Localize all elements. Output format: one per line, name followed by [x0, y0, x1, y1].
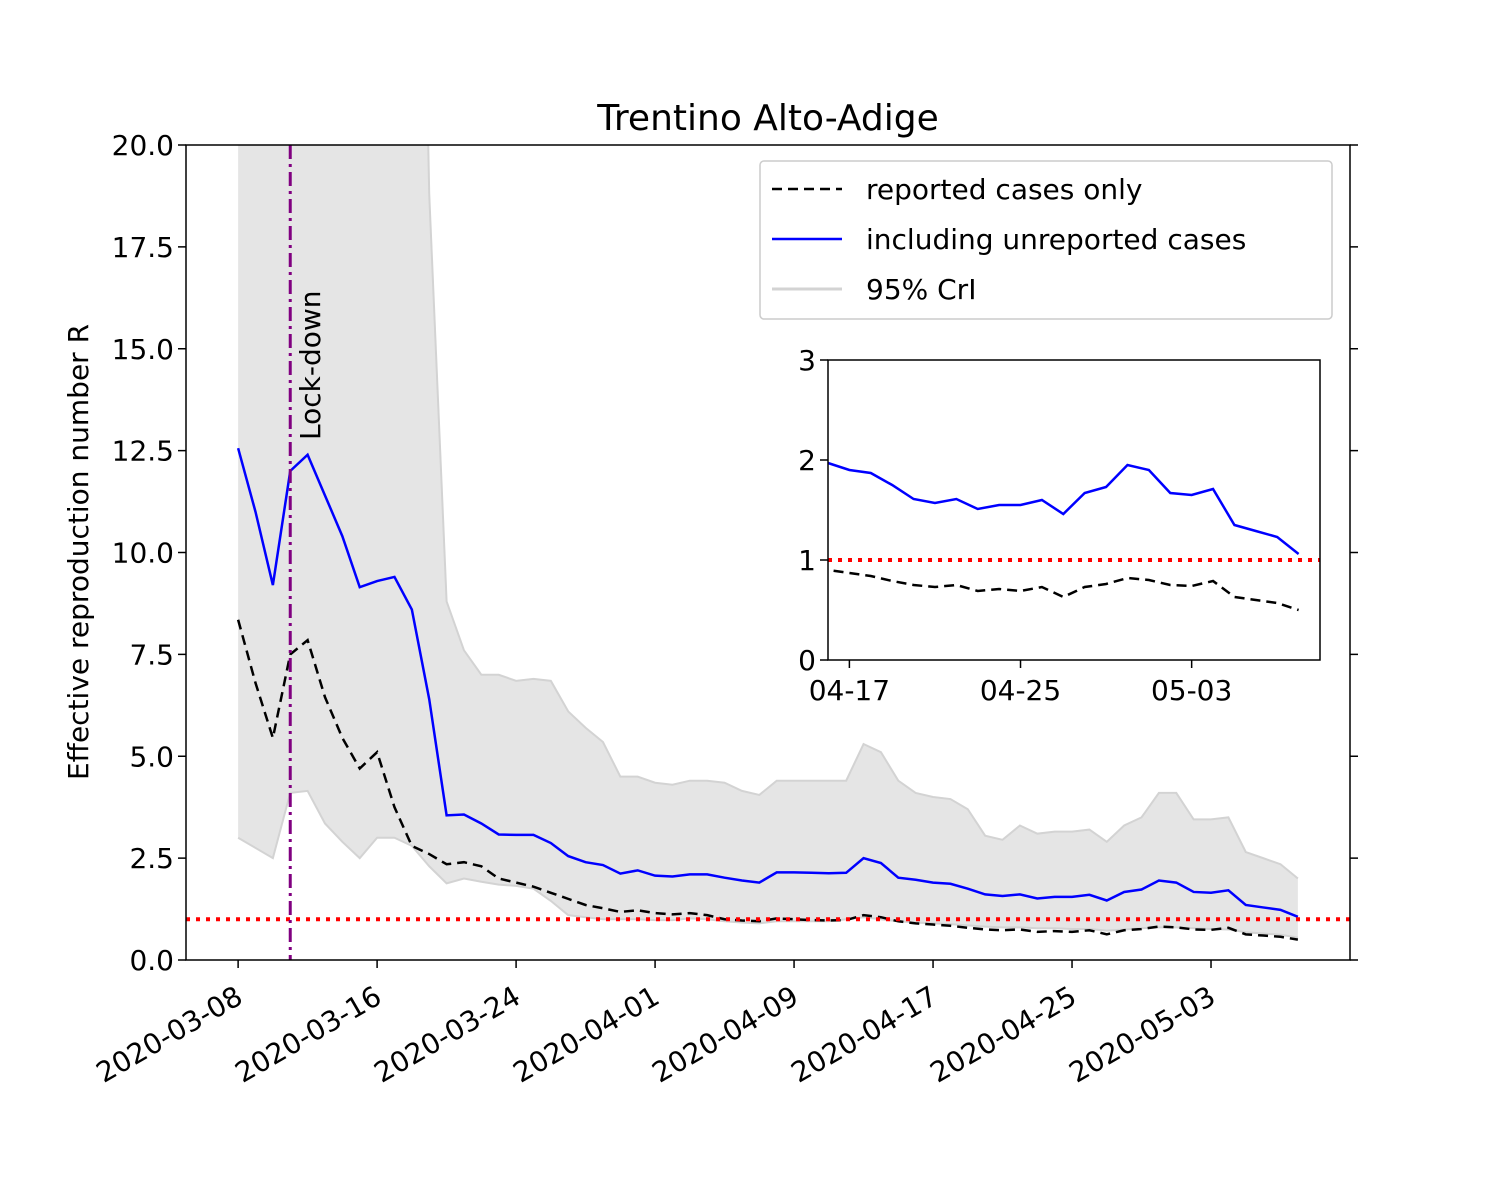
y-tick-label: 17.5 [112, 231, 174, 264]
x-tick-label: 2020-04-25 [924, 979, 1081, 1089]
y-tick-label: 0.0 [129, 944, 174, 977]
inset-x-tick-label: 04-17 [809, 674, 890, 707]
band-upper-edge [427, 145, 1299, 880]
y-tick-label: 5.0 [129, 740, 174, 773]
legend-box [759, 160, 1333, 320]
y-tick-label: 20.0 [112, 129, 174, 162]
axes-frame [827, 359, 1321, 661]
y-tick-label: 15.0 [112, 333, 174, 366]
legend-label: including unreported cases [866, 223, 1246, 256]
inset-y-tick-label: 0 [798, 644, 816, 677]
x-tick-label: 2020-05-03 [1063, 979, 1220, 1089]
inset-y-tick-label: 3 [798, 344, 816, 377]
inset-background [828, 360, 1320, 660]
plot-area [186, 145, 1350, 941]
x-tick-label: 2020-04-17 [786, 979, 943, 1089]
y-tick-label: 12.5 [112, 435, 174, 468]
series-line [828, 461, 1300, 555]
x-tick-label: 2020-04-01 [508, 979, 665, 1089]
y-tick-label: 7.5 [129, 638, 174, 671]
legend: reported cases only including unreported … [759, 160, 1333, 320]
inset-plot [828, 461, 1320, 612]
lockdown-label: Lock-down [294, 290, 327, 440]
x-tick-label: 2020-04-09 [647, 979, 804, 1089]
chart-title: Trentino Alto-Adige [596, 98, 939, 139]
inset-y-tick-label: 2 [798, 444, 816, 477]
legend-label: 95% CrI [866, 273, 976, 306]
band-lower-edge [237, 789, 1299, 939]
y-tick-label: 10.0 [112, 537, 174, 570]
x-tick-label: 2020-03-08 [91, 979, 248, 1089]
x-tick-label: 2020-03-16 [230, 979, 387, 1089]
axes: Lock-down 0.0 2.5 5.0 7.5 10.0 12.5 15.0 17.5 20.… [91, 129, 1358, 1089]
inset-x-tick-label: 04-25 [980, 674, 1061, 707]
series-line [236, 447, 1299, 918]
y-axis-label: Effective reproduction number R [62, 324, 95, 780]
inset-x-tick-label: 05-03 [1151, 674, 1232, 707]
credible-band [238, 145, 1298, 938]
x-tick-label: 2020-03-24 [369, 979, 526, 1089]
inset-y-tick-label: 1 [798, 544, 816, 577]
legend-label: reported cases only [866, 173, 1143, 206]
y-tick-label: 2.5 [129, 842, 174, 875]
